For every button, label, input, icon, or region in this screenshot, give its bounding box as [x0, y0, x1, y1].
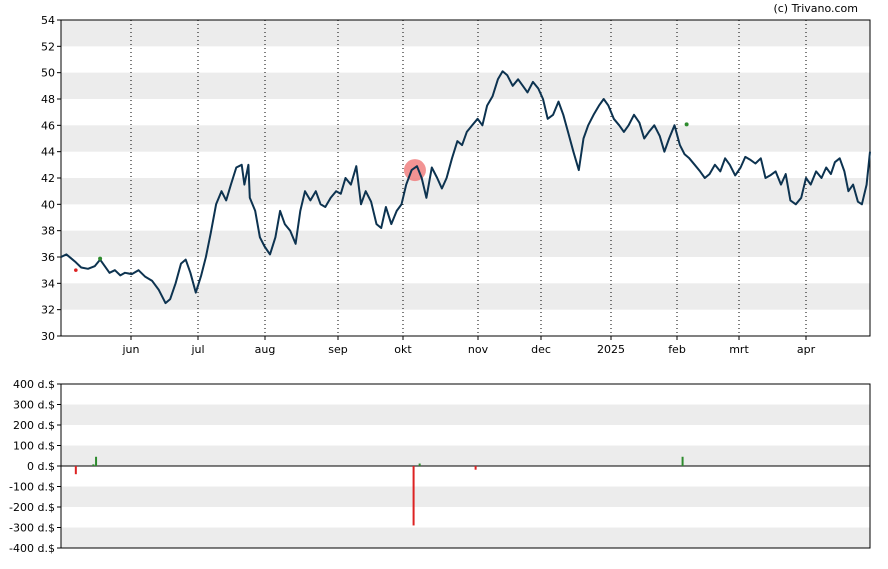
- y-tick-label: 52: [41, 40, 55, 53]
- y-tick-label: 0 d.$: [27, 460, 55, 473]
- y-tick-label: 200 d.$: [13, 419, 55, 432]
- buy-marker: [684, 122, 689, 127]
- x-tick-label: sep: [328, 343, 347, 356]
- transactions-frame: [60, 383, 871, 549]
- y-tick-label: 46: [41, 119, 55, 132]
- y-tick-label: 36: [41, 251, 55, 264]
- price-frame: [60, 19, 871, 337]
- grid-band: [61, 230, 870, 257]
- y-tick-label: 34: [41, 277, 55, 290]
- x-tick-label: feb: [668, 343, 686, 356]
- x-tick-label: jun: [122, 343, 140, 356]
- x-tick-label: aug: [255, 343, 276, 356]
- x-tick-label: dec: [531, 343, 551, 356]
- x-tick-label: jul: [190, 343, 204, 356]
- y-tick-label: 48: [41, 93, 55, 106]
- sell-marker: [74, 268, 78, 272]
- y-tick-label: -400 d.$: [9, 542, 55, 555]
- y-tick-label: -100 d.$: [9, 481, 55, 494]
- x-tick-label: nov: [468, 343, 489, 356]
- x-tick-label: okt: [394, 343, 412, 356]
- y-tick-label: 38: [41, 225, 55, 238]
- y-tick-label: 42: [41, 172, 55, 185]
- x-tick-label: 2025: [597, 343, 625, 356]
- y-tick-label: 54: [41, 14, 55, 27]
- buy-marker: [98, 256, 103, 261]
- y-tick-label: -200 d.$: [9, 501, 55, 514]
- y-tick-label: 44: [41, 146, 55, 159]
- grid-band: [61, 404, 870, 425]
- y-tick-label: 400 d.$: [13, 378, 55, 391]
- y-tick-label: 50: [41, 67, 55, 80]
- x-tick-label: mrt: [729, 343, 749, 356]
- price-line: [60, 70, 871, 305]
- grid-band: [61, 20, 870, 47]
- grid-band: [61, 72, 870, 99]
- y-tick-label: 32: [41, 304, 55, 317]
- y-tick-label: 30: [41, 330, 55, 343]
- grid-band: [61, 178, 870, 205]
- y-tick-label: 300 d.$: [13, 399, 55, 412]
- y-tick-label: -300 d.$: [9, 522, 55, 535]
- grid-band: [61, 527, 870, 548]
- grid-band: [61, 445, 870, 466]
- y-tick-label: 40: [41, 198, 55, 211]
- credit-text: (c) Trivano.com: [773, 2, 858, 15]
- x-tick-label: apr: [797, 343, 816, 356]
- y-tick-label: 100 d.$: [13, 440, 55, 453]
- grid-band: [61, 486, 870, 507]
- grid-band: [61, 283, 870, 310]
